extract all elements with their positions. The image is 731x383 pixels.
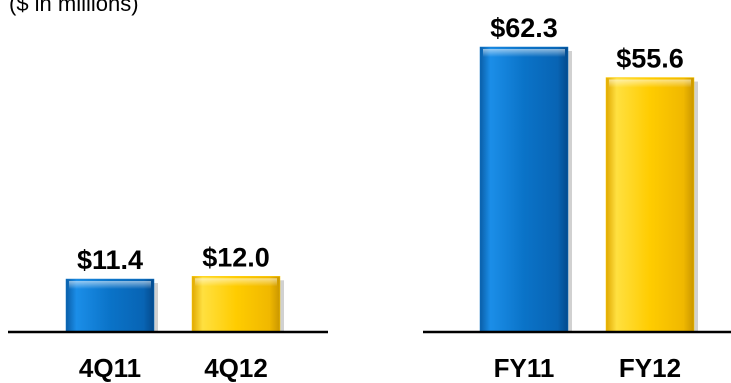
chart-subtitle: ($ in millions) (9, 0, 139, 16)
category-label: 4Q11 (79, 353, 141, 383)
value-label: $62.3 (490, 13, 558, 43)
bar-bevel (69, 281, 151, 290)
bar-bevel (483, 49, 565, 57)
category-label: 4Q12 (204, 353, 268, 383)
chart-2: $62.3 FY11 $55.6 FY12 (423, 13, 731, 383)
bar-bevel (195, 278, 277, 287)
chart-1: $11.4 4Q11 $12.0 4Q12 (8, 242, 328, 383)
category-label: FY11 (494, 353, 555, 383)
category-label: FY12 (619, 353, 681, 383)
bar-fy11 (479, 46, 569, 332)
value-label: $55.6 (616, 44, 684, 74)
value-label: $12.0 (202, 242, 270, 272)
bar-bevel (609, 79, 691, 88)
bar-fy12 (605, 77, 695, 332)
value-label: $11.4 (77, 245, 143, 275)
